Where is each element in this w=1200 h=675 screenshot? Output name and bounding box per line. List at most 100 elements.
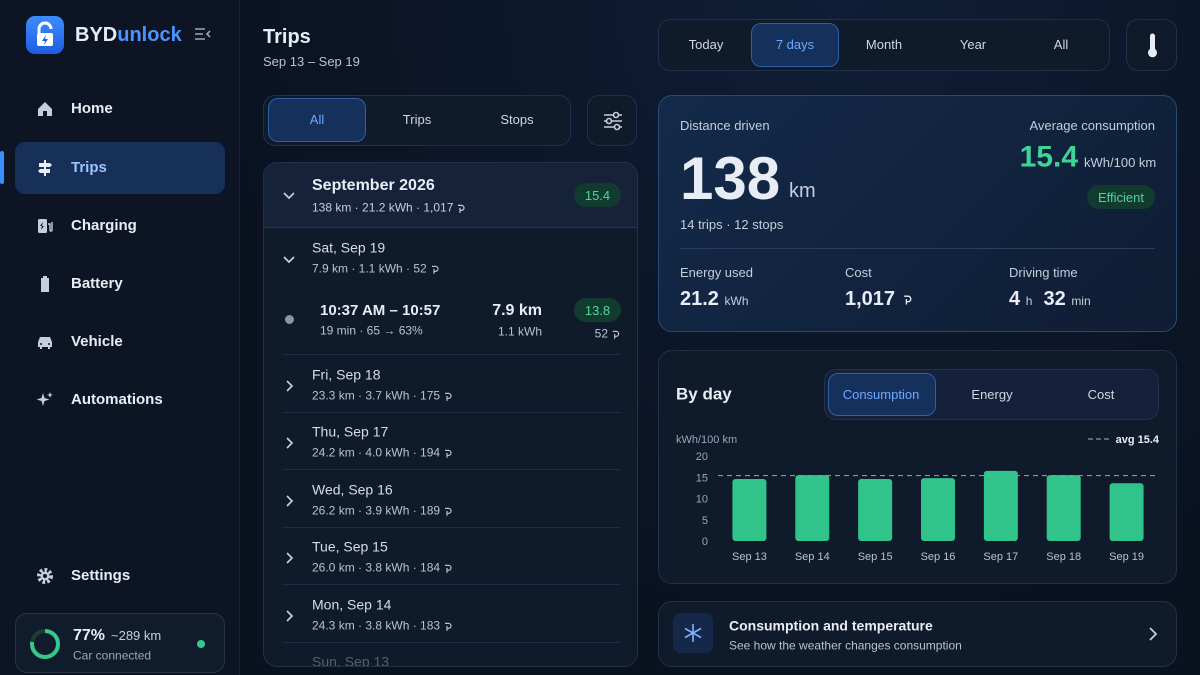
day-row: Wed, Sep 16 26.2 km · 3.9 kWh · 189 bbox=[264, 163, 637, 666]
summary-card bbox=[658, 95, 1177, 332]
insight-subtitle: See how the weather changes consumption bbox=[729, 638, 962, 653]
day-date: Fri, Sep 18 bbox=[312, 366, 381, 383]
trip-time: 10:37 AM – 10:57 bbox=[320, 301, 441, 319]
filter-tab[interactable]: Trips bbox=[402, 111, 432, 127]
icon-part bbox=[43, 574, 47, 578]
nav-icon bbox=[35, 99, 55, 119]
snowflake-icon bbox=[684, 624, 702, 642]
icon-part bbox=[286, 380, 294, 392]
page-title: Trips bbox=[263, 26, 311, 48]
nav-label: Home bbox=[71, 99, 113, 117]
icon-part bbox=[445, 449, 452, 458]
nav-label: Vehicle bbox=[71, 332, 123, 350]
icon-part bbox=[283, 256, 295, 264]
day-date: Mon, Sep 14 bbox=[312, 596, 392, 613]
chevron bbox=[282, 609, 296, 623]
distance-unit: km bbox=[789, 180, 816, 202]
icon-part bbox=[286, 552, 294, 564]
nav-item[interactable]: Home bbox=[15, 83, 225, 135]
temperature-button[interactable] bbox=[1126, 19, 1177, 71]
thermometer-icon bbox=[1148, 33, 1157, 58]
battery-level: 77% bbox=[73, 627, 106, 645]
month-badge: 15.4 bbox=[574, 183, 621, 207]
icon-part bbox=[48, 343, 50, 345]
divider bbox=[282, 469, 621, 470]
range-tab[interactable]: 7 days bbox=[775, 36, 815, 52]
range-tab[interactable]: Today bbox=[688, 36, 724, 52]
icon-part bbox=[286, 495, 294, 507]
page-subtitle: Sep 13 – Sep 19 bbox=[263, 53, 360, 69]
day-row: Sun, Sep 13 bbox=[264, 163, 637, 667]
icon-part bbox=[38, 102, 52, 116]
month-title: September 2026 bbox=[312, 177, 435, 195]
insight-title: Consumption and temperature bbox=[729, 617, 933, 634]
icon-part bbox=[36, 392, 53, 406]
icon-part bbox=[286, 610, 294, 622]
icon-part bbox=[445, 449, 452, 458]
icon-part bbox=[37, 21, 53, 33]
collapse-button[interactable] bbox=[193, 26, 213, 42]
nav-icon bbox=[35, 332, 55, 352]
metric-tab[interactable]: Cost bbox=[1087, 386, 1115, 402]
icon-part bbox=[613, 330, 620, 339]
insight-card[interactable] bbox=[658, 601, 1177, 667]
icon-part bbox=[37, 568, 53, 584]
energy-label: Energy used bbox=[680, 264, 753, 280]
chevron bbox=[282, 188, 296, 202]
day-row: Mon, Sep 14 24.3 km · 3.8 kWh · 183 bbox=[264, 163, 637, 666]
nav-item[interactable]: Automations bbox=[15, 374, 225, 426]
day-summary: 26.0 km · 3.8 kWh · 184 bbox=[312, 561, 453, 574]
day-summary-text: 7.9 km · 1.1 kWh · 52 bbox=[312, 261, 427, 276]
active-tab bbox=[268, 98, 366, 142]
avg-value: 15.4 bbox=[1019, 140, 1078, 174]
month-summary-text: 138 km · 21.2 kWh · 1,017 bbox=[312, 200, 454, 215]
range-tab[interactable]: Year bbox=[959, 36, 987, 52]
nav-item[interactable]: Trips bbox=[15, 142, 225, 194]
day-date: Sun, Sep 13 bbox=[312, 653, 390, 667]
metric-tab[interactable]: Energy bbox=[971, 386, 1013, 402]
minutes-unit: min bbox=[1071, 294, 1091, 308]
connection-dot bbox=[197, 640, 205, 648]
icon-part bbox=[431, 265, 439, 274]
range: ~289 km bbox=[111, 627, 162, 643]
rating-badge: Efficient bbox=[1087, 185, 1155, 209]
icon-part bbox=[283, 192, 295, 200]
avg-unit: kWh/100 km bbox=[1084, 154, 1157, 170]
icon-part bbox=[445, 564, 452, 573]
icon-part bbox=[40, 343, 42, 345]
icon-part bbox=[36, 392, 53, 406]
nav-icon bbox=[35, 566, 55, 586]
icon-part bbox=[445, 622, 452, 631]
chevron bbox=[282, 666, 296, 667]
nav-item[interactable]: Vehicle bbox=[15, 316, 225, 368]
nav-item[interactable]: Charging bbox=[15, 200, 225, 252]
range-tab[interactable]: All bbox=[1053, 36, 1069, 52]
chevron bbox=[282, 436, 296, 450]
icon-part bbox=[286, 437, 294, 449]
icon-part bbox=[904, 295, 912, 304]
status-card bbox=[15, 613, 225, 673]
filter-tab[interactable]: All bbox=[309, 111, 325, 127]
day-summary-text: 23.3 km · 3.7 kWh · 175 bbox=[312, 388, 441, 403]
distance-value: 138 bbox=[680, 145, 781, 212]
collapse-icon bbox=[195, 28, 211, 40]
time-value: 4 h 32 min bbox=[1009, 288, 1091, 310]
nav-item[interactable]: Settings bbox=[15, 550, 225, 602]
trip-badge: 13.8 bbox=[574, 298, 621, 322]
active-indicator bbox=[0, 151, 4, 184]
month-summary: 138 km · 21.2 kWh · 1,017 bbox=[312, 201, 466, 214]
nav-label: Battery bbox=[71, 274, 123, 292]
cost-value: 1,017 bbox=[845, 288, 913, 310]
divider bbox=[282, 584, 621, 585]
nav-item[interactable]: Battery bbox=[15, 258, 225, 310]
filter-tab[interactable]: Stops bbox=[500, 111, 534, 127]
nav-icon bbox=[35, 274, 55, 294]
nav-label: Trips bbox=[71, 158, 107, 176]
filter-button[interactable] bbox=[587, 95, 637, 146]
brand: BYDunlock bbox=[75, 24, 182, 46]
metric-tab[interactable]: Consumption bbox=[842, 386, 920, 402]
range-tab[interactable]: Month bbox=[865, 36, 903, 52]
day-date: Thu, Sep 17 bbox=[312, 423, 389, 440]
icon-part bbox=[445, 392, 452, 401]
